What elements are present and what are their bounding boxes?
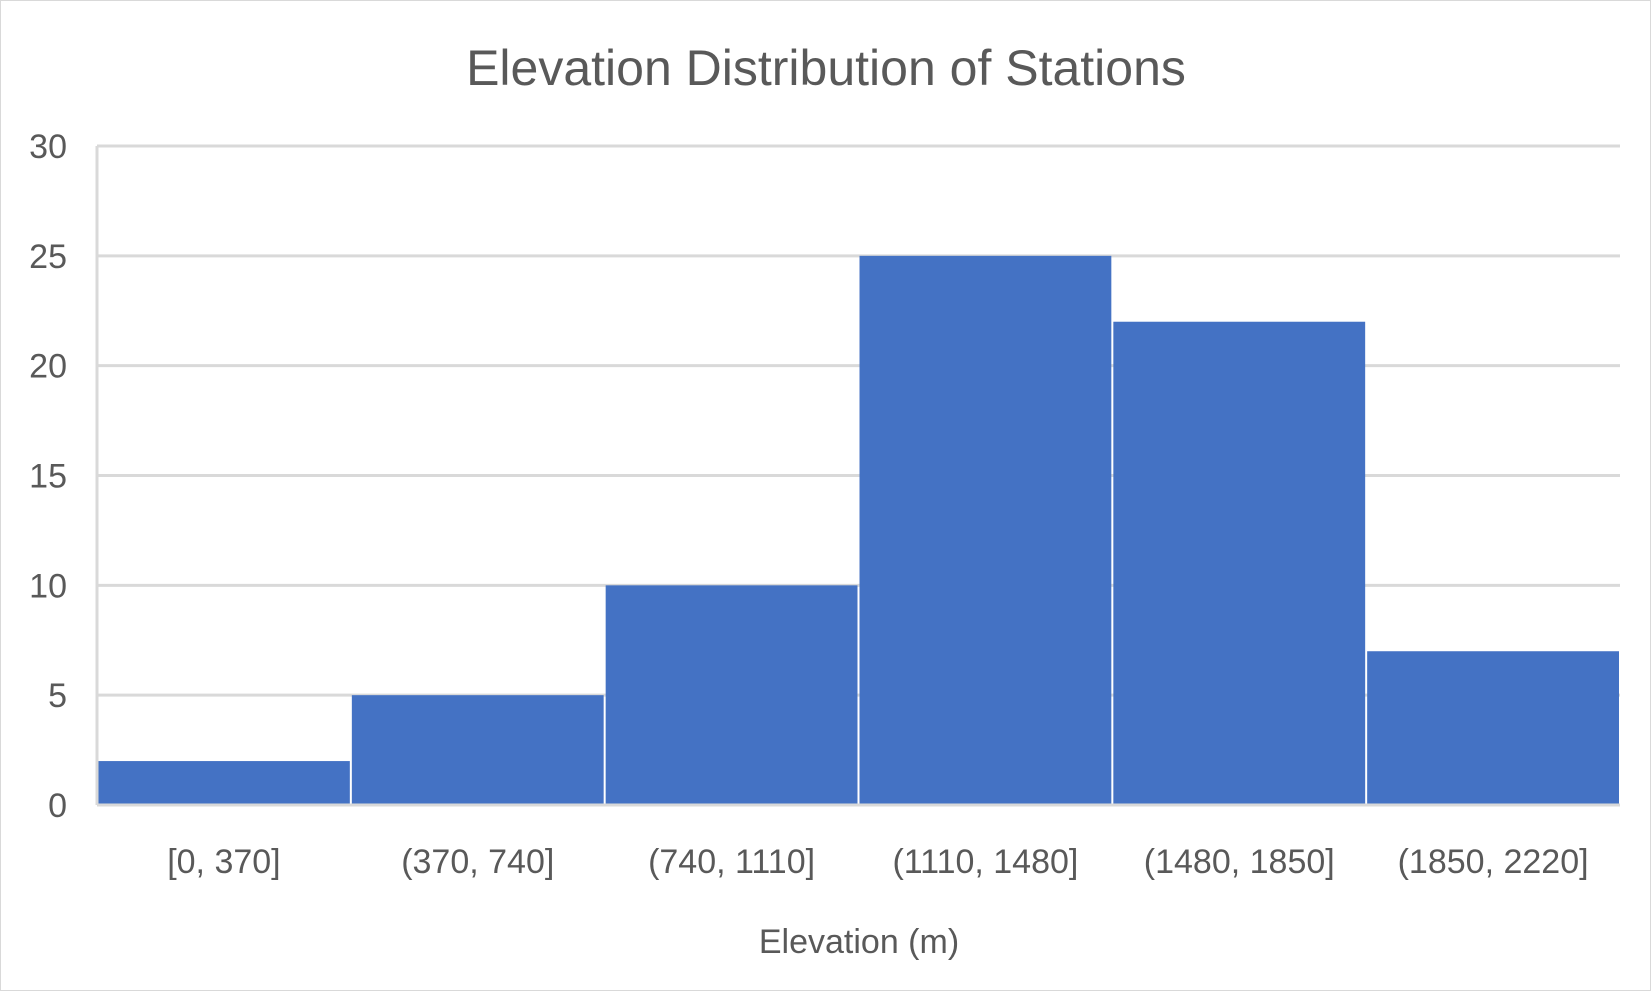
x-tick-label: (1850, 2220] [1398, 843, 1589, 881]
y-tick-label: 15 [29, 458, 67, 496]
x-axis-title: Elevation (m) [759, 923, 959, 961]
bars [98, 255, 1619, 804]
y-tick-label: 30 [29, 128, 67, 166]
bar [605, 585, 858, 804]
x-tick-label: (370, 740] [401, 843, 554, 881]
y-tick-label: 20 [29, 348, 67, 386]
x-tick-label: [0, 370] [167, 843, 280, 881]
x-tick-label: (1480, 1850] [1144, 843, 1335, 881]
bar [351, 695, 604, 804]
x-axis-ticks: [0, 370] (370, 740] (740, 1110] (1110, 1480… [167, 843, 1588, 881]
gridlines [95, 144, 1620, 807]
y-tick-label: 25 [29, 238, 67, 276]
bar [859, 255, 1112, 804]
x-tick-label: (740, 1110] [648, 843, 815, 881]
bar [1367, 651, 1619, 804]
bar [1113, 321, 1366, 804]
x-tick-label: (1110, 1480] [892, 843, 1078, 881]
y-axis-ticks: 0 5 10 15 20 25 30 [29, 128, 67, 825]
y-tick-label: 5 [48, 677, 67, 715]
chart-title: Elevation Distribution of Stations [466, 40, 1186, 96]
bar [98, 761, 350, 804]
y-tick-label: 0 [48, 787, 67, 825]
y-tick-label: 10 [29, 567, 67, 605]
